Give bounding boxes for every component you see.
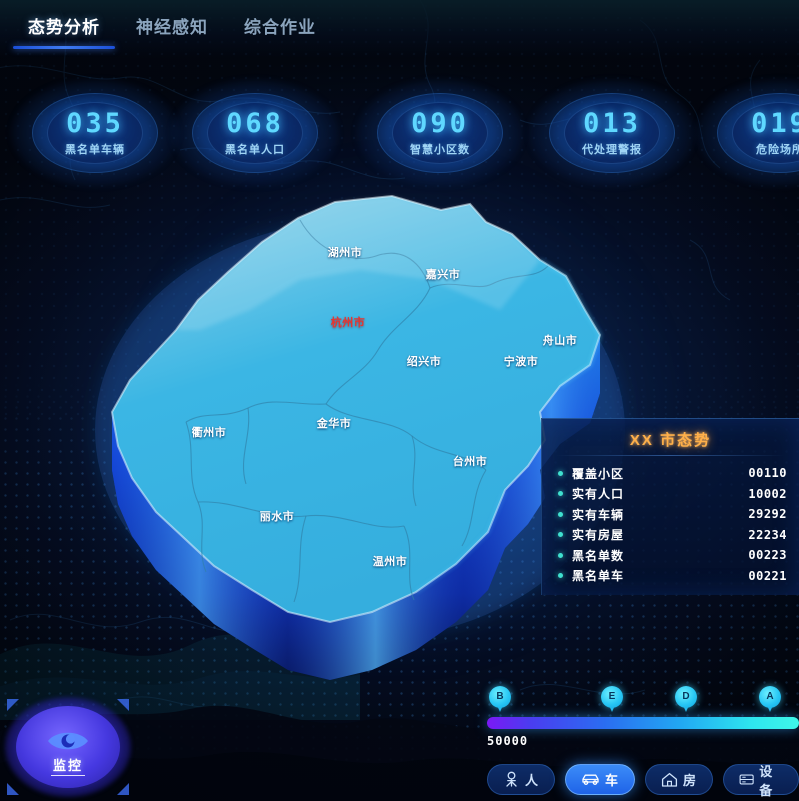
bullet-icon (558, 573, 563, 579)
stat-label: 实有人口 (572, 487, 625, 502)
bullet-icon (558, 491, 563, 497)
kpi-label: 黑名单车辆 (65, 144, 125, 156)
device-icon (739, 774, 754, 785)
map-pin-marker-a[interactable]: A (759, 686, 781, 714)
stat-label: 黑名单数 (572, 548, 625, 563)
kpi-blacklist-population[interactable]: 068 黑名单人口 (165, 78, 345, 188)
panel-row-actual-population: 实有人口 10002 (558, 484, 787, 505)
pin-label: D (682, 691, 690, 702)
pin-body (601, 686, 623, 708)
stat-value: 29292 (748, 507, 787, 522)
province-map[interactable]: 湖州市 嘉兴市 杭州市 舟山市 绍兴市 宁波市 衢州市 金华市 台州市 丽水市 … (0, 160, 799, 680)
pin-body (489, 686, 511, 708)
map-pin-marker-e[interactable]: E (601, 686, 623, 714)
tab-neural-perception[interactable]: 神经感知 (136, 18, 208, 37)
person-icon (506, 771, 517, 787)
stat-value: 22234 (748, 527, 787, 542)
bullet-icon (558, 532, 563, 538)
bullet-icon (558, 511, 563, 517)
stat-value: 00110 (748, 466, 787, 481)
pin-label: E (608, 691, 616, 702)
kpi-value: 019 (751, 108, 799, 139)
filter-pill-house[interactable]: 房 (645, 764, 714, 795)
density-slider[interactable]: B E D A 50000 (487, 686, 799, 748)
pin-body (759, 686, 781, 708)
filter-label: 车 (605, 773, 620, 788)
stat-value: 00221 (748, 568, 787, 583)
panel-title: XX 市态势 (629, 432, 712, 449)
panel-row-actual-vehicles: 实有车辆 29292 (558, 504, 787, 525)
kpi-pending-alarms[interactable]: 013 代处理警报 (522, 78, 702, 188)
corner-triangle-icon (7, 783, 19, 795)
map-coast-highlight (415, 258, 602, 594)
kpi-blacklist-vehicles[interactable]: 035 黑名单车辆 (5, 78, 185, 188)
stat-label: 实有车辆 (572, 507, 625, 522)
slider-value-label: 50000 (487, 734, 529, 748)
kpi-ring-inner (392, 102, 488, 164)
corner-triangle-icon (117, 783, 129, 795)
kpi-ring-inner (564, 102, 660, 164)
pin-label: A (766, 691, 774, 702)
filter-label: 设备 (759, 763, 774, 798)
panel-stat-list: 覆盖小区 00110 实有人口 10002 实有车辆 29292 实有房屋 22… (558, 463, 787, 586)
category-filter-bar: 人 车 房 设备 (487, 764, 799, 798)
map-pin-marker-b[interactable]: B (489, 686, 511, 714)
kpi-ring-inner (47, 102, 143, 164)
car-icon (582, 774, 599, 785)
corner-triangle-icon (117, 699, 129, 711)
kpi-label: 智慧小区数 (410, 144, 470, 156)
map-pin-marker-d[interactable]: D (675, 686, 697, 714)
stat-label: 黑名单车 (572, 569, 625, 584)
kpi-value: 068 (226, 108, 284, 139)
pin-body (675, 686, 697, 708)
province-map-svg[interactable] (0, 160, 799, 680)
slider-gradient-track[interactable] (487, 717, 799, 729)
panel-row-blacklist-vehicles: 黑名单车 00221 (558, 566, 787, 587)
kpi-value: 090 (411, 108, 469, 139)
panel-row-blacklist-count: 黑名单数 00223 (558, 545, 787, 566)
kpi-row: 035 黑名单车辆 068 黑名单人口 090 智慧小区数 013 代处理警报 (0, 78, 799, 188)
panel-row-actual-houses: 实有房屋 22234 (558, 525, 787, 546)
kpi-label: 黑名单人口 (225, 144, 285, 156)
filter-pill-vehicle[interactable]: 车 (565, 764, 636, 795)
panel-row-covered-communities: 覆盖小区 00110 (558, 463, 787, 484)
filter-label: 人 (525, 773, 540, 788)
bullet-icon (558, 470, 563, 476)
monitor-button[interactable]: 监控 (3, 695, 133, 799)
tab-situation-analysis[interactable]: 态势分析 (10, 14, 118, 49)
kpi-smart-communities[interactable]: 090 智慧小区数 (350, 78, 530, 188)
nav-tabs: 态势分析 神经感知 综合作业 (10, 14, 334, 49)
city-situation-panel: XX 市态势 覆盖小区 00110 实有人口 10002 实有车辆 29292 … (541, 418, 799, 595)
monitor-label: 监控 (3, 755, 133, 774)
panel-divider (556, 455, 785, 456)
stat-label: 覆盖小区 (572, 466, 625, 481)
stat-label: 实有房屋 (572, 528, 625, 543)
kpi-label: 危险场所 (756, 144, 799, 156)
filter-label: 房 (683, 773, 698, 788)
house-icon (661, 772, 678, 787)
eye-icon (48, 732, 88, 750)
stat-value: 00223 (748, 548, 787, 563)
pin-label: B (496, 691, 504, 702)
top-bar: 态势分析 神经感知 综合作业 (0, 0, 799, 58)
kpi-dangerous-places[interactable]: 019 危险场所 (690, 78, 799, 188)
kpi-value: 013 (583, 108, 641, 139)
filter-pill-device[interactable]: 设备 (723, 764, 799, 798)
corner-triangle-icon (7, 699, 19, 711)
kpi-ring-inner (207, 102, 303, 164)
kpi-label: 代处理警报 (582, 144, 642, 156)
tab-comprehensive-operations[interactable]: 综合作业 (244, 18, 316, 37)
filter-pill-person[interactable]: 人 (487, 764, 556, 795)
kpi-value: 035 (66, 108, 124, 139)
bullet-icon (558, 552, 563, 558)
stat-value: 10002 (748, 486, 787, 501)
